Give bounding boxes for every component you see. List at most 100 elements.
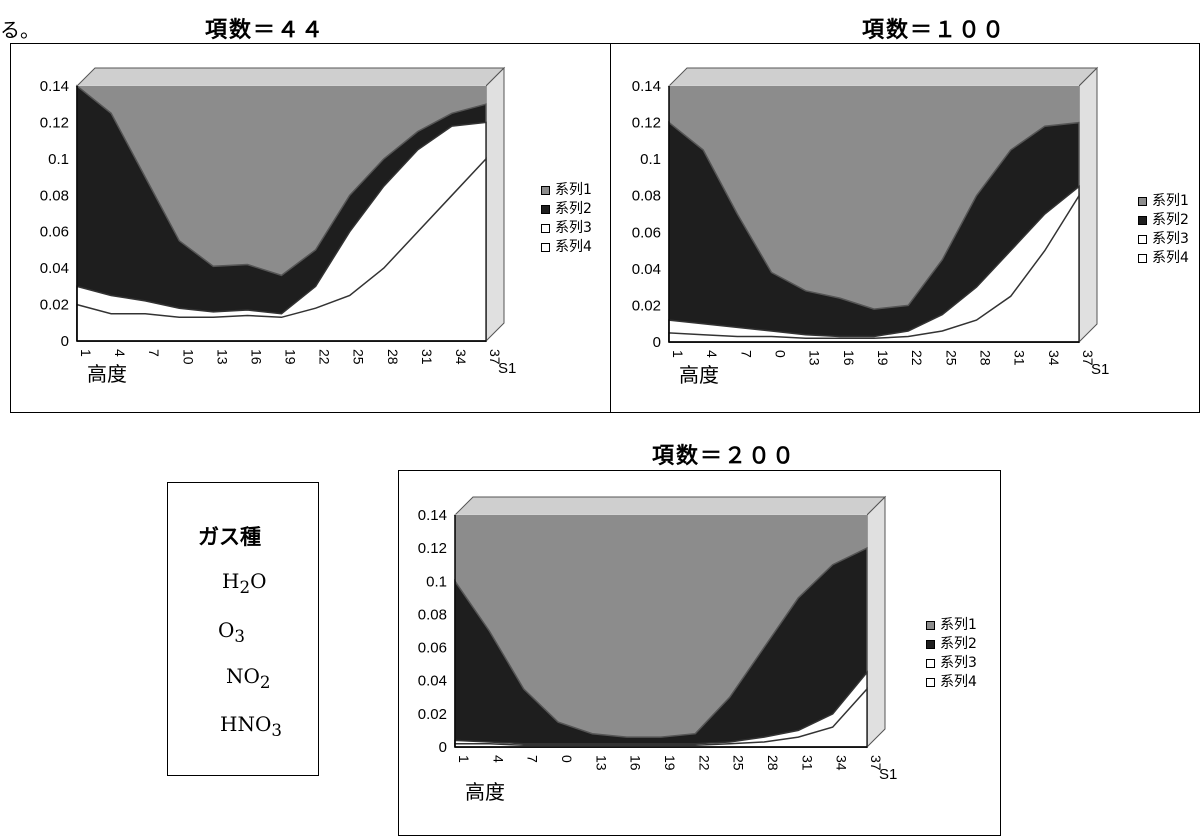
x-tick-label: 1 [456,755,472,763]
series-area-2 [454,546,868,748]
leading-text: る。 [0,18,40,42]
legend-item: 系列2 [926,635,992,654]
legend-label: 系列2 [1152,212,1189,228]
y-tick-label: 0.12 [40,114,69,131]
x-tick-label: 28 [385,349,401,365]
series-area-4 [668,193,1080,343]
series-axis-label: S1 [1091,361,1109,378]
x-tick-label: 4 [704,350,720,358]
y-tick-label: 0.04 [632,261,661,278]
legend-label: 系列1 [1152,193,1189,209]
x-tick-label: 10 [180,349,196,365]
y-tick-label: 0.04 [418,673,447,690]
y-tick-label: 0.02 [418,706,447,723]
plot-side-face [866,495,886,749]
gas-subscript: 3 [234,627,246,646]
x-tick-label: 25 [943,350,959,366]
x-tick-label: 4 [112,349,128,357]
legend-item: 系列2 [1138,211,1199,230]
x-tick-label: 34 [453,349,469,365]
x-axis-label: 高度 [679,363,719,387]
legend-swatch [926,621,935,630]
x-tick-label: 13 [214,349,230,365]
chart-panel-44: 0 0.02 0.04 0.06 0.08 0.1 0.12 0.14 1 4 7 10 13 16 19 2… [10,43,611,413]
legend-label: 系列4 [555,239,592,255]
y-tick-label: 0.08 [40,187,69,204]
x-tick-label: 4 [490,755,506,763]
x-tick-label: 28 [978,350,994,366]
legend-swatch [926,640,935,649]
chart-title-100: 項数＝１００ [862,18,1007,43]
gas-o3: O3 [218,618,245,646]
x-tick-label: 7 [146,349,162,357]
x-tick-label: 7 [525,755,541,763]
plot-top-face [453,496,887,516]
plot-side-face [1078,66,1098,344]
x-tick-label: 37 [868,755,884,771]
x-tick-label: 0 [773,350,789,358]
y-tick-label: 0.06 [40,224,69,241]
y-tick-label: 0.04 [40,260,69,277]
series-area-3 [668,185,1080,343]
gas-h2o: H2O [222,569,266,597]
y-tick-label: 0.06 [632,224,661,241]
x-tick-label: 22 [696,755,712,771]
y-tick-label: 0.12 [632,115,661,132]
legend-swatch [1138,197,1147,206]
gas-tail: O [250,569,267,593]
x-axis-label: 高度 [465,780,505,804]
x-tick-label: 13 [807,350,823,366]
legend-swatch [541,224,550,233]
x-tick-label: 19 [283,349,299,365]
legend-item: 系列4 [541,238,607,257]
gas-no2: NO2 [226,664,271,692]
legend-label: 系列3 [1152,231,1189,247]
x-tick-label: 0 [559,755,575,763]
legend-label: 系列2 [940,636,977,652]
x-tick-label: 22 [909,350,925,366]
legend: 系列1 系列2 系列3 系列4 [541,181,607,257]
y-tick-label: 0.08 [632,188,661,205]
chart-panel-200: 0 0.02 0.04 0.06 0.08 0.1 0.12 0.14 1 4 7 0 13 16 19 22… [398,470,1001,836]
legend-item: 系列2 [541,200,607,219]
legend-swatch [926,678,935,687]
legend-label: 系列3 [555,220,592,236]
x-tick-label: 7 [738,350,754,358]
x-tick-label: 16 [841,350,857,366]
gas-base: O [218,618,235,642]
legend-swatch [1138,235,1147,244]
legend-item: 系列1 [541,181,607,200]
series-axis-label: S1 [498,360,516,377]
gas-subscript: 2 [259,673,271,692]
gas-subscript: 3 [271,721,282,740]
x-tick-label: 16 [628,755,644,771]
chart-panel-100: 0 0.02 0.04 0.06 0.08 0.1 0.12 0.14 1 4 7 0 13 16 19 22… [610,43,1200,413]
gas-base: H [222,569,240,593]
x-tick-label: 1 [78,349,94,357]
area-chart-100: 00.020.040.060.080.10.120.141 4 7 0 13 16 19 22… [632,66,1109,387]
chart-title-44: 項数＝４４ [205,18,326,43]
plot-side-face [485,66,505,343]
x-tick-label: 1 [670,350,686,358]
legend-item: 系列4 [926,673,992,692]
legend: 系列1 系列2 系列3 系列4 [926,616,992,692]
x-tick-label: 25 [351,349,367,365]
area-chart-200: 00.020.040.060.080.10.120.141 4 7 0 13 16 19 22… [418,495,897,804]
gas-species-title: ガス種 [198,525,261,549]
legend-item: 系列1 [1138,192,1199,211]
legend: 系列1 系列2 系列3 系列4 [1138,192,1199,268]
legend-item: 系列1 [926,616,992,635]
x-tick-label: 31 [419,349,435,365]
legend-swatch [541,205,550,214]
legend-label: 系列1 [555,182,592,198]
x-tick-label: 19 [875,350,891,366]
gas-hno3: HNO3 [220,712,282,740]
legend-item: 系列3 [1138,230,1199,249]
series-area-4 [454,687,868,748]
x-tick-label: 13 [593,755,609,771]
gas-base: NO [226,664,260,688]
legend-label: 系列3 [940,655,977,671]
plot-top-face [75,67,506,87]
legend-label: 系列1 [940,617,977,633]
legend-swatch [926,659,935,668]
